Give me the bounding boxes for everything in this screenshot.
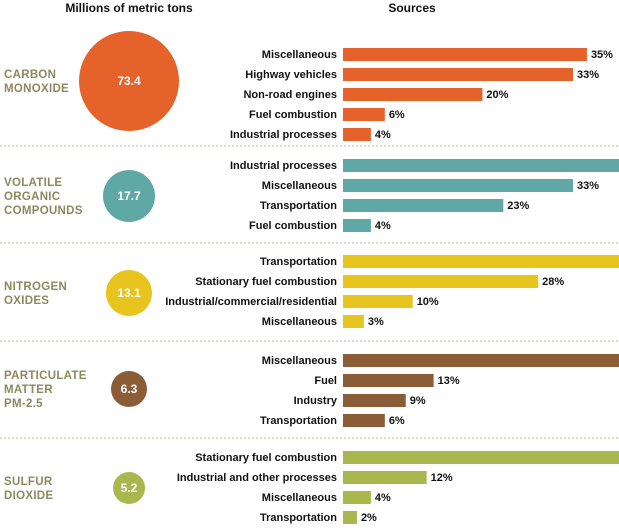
header-left: Millions of metric tons — [65, 1, 193, 15]
source-percent: 3% — [368, 316, 384, 328]
source-percent: 4% — [375, 129, 391, 141]
source-bar — [343, 88, 483, 101]
source-percent: 2% — [361, 512, 377, 524]
source-percent: 23% — [507, 200, 529, 212]
source-percent: 6% — [389, 109, 405, 121]
pollutant-name: VOLATILE — [4, 177, 62, 189]
source-percent: 20% — [486, 89, 508, 101]
source-label: Industrial and other processes — [177, 472, 337, 484]
source-label: Highway vehicles — [245, 69, 337, 81]
source-percent: 35% — [591, 49, 613, 61]
source-bar — [343, 511, 357, 524]
source-label: Non-road engines — [243, 89, 337, 101]
source-bar — [343, 354, 619, 367]
pollutant-name: PARTICULATE — [4, 370, 87, 382]
source-percent: 4% — [375, 492, 391, 504]
source-label: Stationary fuel combustion — [195, 276, 337, 288]
source-label: Industrial/commercial/residential — [165, 296, 337, 308]
source-bar — [343, 128, 371, 141]
pollutant-name: ORGANIC — [4, 191, 60, 203]
source-bar — [343, 451, 619, 464]
total-value: 73.4 — [117, 74, 141, 88]
source-percent: 33% — [577, 69, 599, 81]
total-value: 5.2 — [121, 481, 138, 495]
source-label: Miscellaneous — [262, 355, 337, 367]
pollutant-name: NITROGEN — [4, 281, 67, 293]
pollutant-name: SULFUR — [4, 476, 53, 488]
total-value: 17.7 — [117, 189, 141, 203]
source-bar — [343, 394, 406, 407]
source-label: Industrial processes — [230, 129, 337, 141]
total-bubble — [113, 472, 145, 504]
source-bar — [343, 491, 371, 504]
source-bar — [343, 48, 587, 61]
pollutant-name: DIOXIDE — [4, 490, 53, 502]
source-bar — [343, 414, 385, 427]
source-bar — [343, 295, 413, 308]
source-label: Transportation — [260, 256, 337, 268]
header-right: Sources — [388, 1, 436, 15]
pollutant-name: CARBON — [4, 69, 56, 81]
source-percent: 33% — [577, 180, 599, 192]
pollutant-name: PM-2.5 — [4, 398, 43, 410]
source-label: Fuel — [314, 375, 337, 387]
total-value: 13.1 — [117, 286, 141, 300]
source-percent: 28% — [542, 276, 564, 288]
source-percent: 4% — [375, 220, 391, 232]
source-percent: 10% — [417, 296, 439, 308]
source-label: Transportation — [260, 200, 337, 212]
total-bubble — [111, 371, 147, 407]
pollutant-name: OXIDES — [4, 295, 49, 307]
source-label: Miscellaneous — [262, 49, 337, 61]
source-label: Stationary fuel combustion — [195, 452, 337, 464]
source-percent: 12% — [431, 472, 453, 484]
source-label: Transportation — [260, 415, 337, 427]
source-percent: 9% — [410, 395, 426, 407]
source-label: Industry — [294, 395, 338, 407]
source-bar — [343, 179, 574, 192]
source-bar — [343, 275, 539, 288]
source-bar — [343, 159, 619, 172]
source-label: Industrial processes — [230, 160, 337, 172]
total-bubble — [106, 270, 152, 316]
source-label: Miscellaneous — [262, 316, 337, 328]
source-bar — [343, 108, 385, 121]
source-bar — [343, 199, 504, 212]
source-label: Miscellaneous — [262, 180, 337, 192]
source-percent: 6% — [389, 415, 405, 427]
source-label: Fuel combustion — [249, 220, 337, 232]
source-bar — [343, 471, 427, 484]
source-bar — [343, 68, 574, 81]
source-label: Fuel combustion — [249, 109, 337, 121]
pollutant-name: MONOXIDE — [4, 83, 69, 95]
source-bar — [343, 374, 434, 387]
total-bubble — [79, 31, 179, 131]
total-bubble — [103, 170, 155, 222]
source-label: Miscellaneous — [262, 492, 337, 504]
pollutant-name: MATTER — [4, 384, 53, 396]
source-label: Transportation — [260, 512, 337, 524]
source-bar — [343, 315, 364, 328]
source-percent: 13% — [438, 375, 460, 387]
source-bar — [343, 219, 371, 232]
source-bar — [343, 255, 619, 268]
total-value: 6.3 — [121, 382, 138, 396]
pollutant-name: COMPOUNDS — [4, 205, 83, 217]
